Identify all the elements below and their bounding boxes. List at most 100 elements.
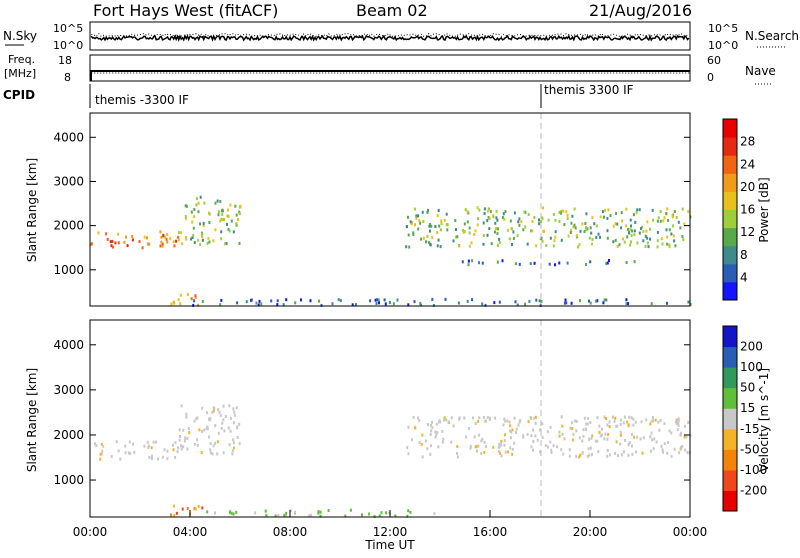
x-tick-label: 04:00 [173, 525, 208, 539]
data-cell [619, 433, 622, 437]
data-cell [587, 417, 590, 420]
data-cell [609, 214, 612, 218]
data-cell [659, 219, 662, 223]
data-cell [541, 216, 544, 220]
data-cell [658, 428, 661, 432]
data-cell [683, 435, 686, 439]
data-cell [434, 225, 437, 228]
data-cell [437, 209, 440, 212]
data-cell [526, 432, 529, 436]
noise-trace [90, 32, 690, 43]
data-cell [443, 416, 446, 420]
data-cell [502, 212, 505, 216]
data-cell [579, 299, 581, 303]
data-cell [647, 245, 650, 249]
data-cell [141, 246, 144, 250]
data-cell [601, 210, 604, 214]
data-cell [406, 446, 409, 450]
data-cell [99, 457, 102, 461]
data-cell [124, 451, 127, 455]
data-cell [441, 440, 444, 444]
data-cell [452, 424, 455, 428]
data-cell [226, 214, 229, 218]
data-cell [486, 233, 489, 237]
data-cell [496, 218, 499, 222]
data-cell [681, 445, 684, 448]
data-cell [176, 450, 179, 454]
data-cell [388, 301, 391, 304]
data-cell [581, 439, 584, 443]
data-cell [650, 431, 653, 435]
data-cell [529, 262, 532, 266]
cpid-label: CPID [3, 88, 35, 102]
data-cell [177, 235, 180, 239]
data-cell [294, 510, 296, 514]
data-cell [433, 512, 436, 516]
data-cell [627, 453, 630, 457]
data-cell [515, 431, 517, 434]
data-cell [203, 428, 206, 432]
data-cell [683, 222, 686, 226]
data-cell [224, 415, 227, 418]
x-tick-label: 08:00 [273, 525, 308, 539]
data-cell [150, 457, 153, 460]
data-cell [412, 415, 415, 419]
power-colorbar-label: Power [dB] [757, 177, 771, 242]
noise-search-line [91, 32, 690, 38]
data-cell [591, 242, 593, 246]
colorbar-tick-label: -200 [740, 483, 767, 497]
data-cell [112, 245, 114, 249]
data-cell [573, 223, 576, 227]
data-cell [129, 451, 131, 455]
data-cell [351, 303, 354, 307]
data-cell [228, 510, 231, 514]
data-cell [616, 454, 619, 457]
data-cell [656, 245, 659, 249]
data-cell [469, 444, 472, 448]
data-cell [498, 444, 501, 448]
data-cell [588, 453, 591, 457]
data-cell [599, 215, 602, 219]
data-cell [380, 511, 383, 515]
data-cell [463, 222, 466, 226]
data-cell [517, 220, 520, 224]
data-cell [629, 243, 632, 247]
data-cell [657, 230, 659, 234]
colorbar-segment [723, 245, 737, 265]
data-cell [542, 229, 545, 233]
data-cell [616, 222, 619, 226]
data-cell [494, 221, 497, 225]
data-cell [503, 443, 506, 447]
data-cell [235, 213, 238, 217]
data-cell [586, 227, 589, 231]
data-cell [511, 452, 514, 456]
data-cell [534, 415, 537, 419]
data-cell [309, 513, 312, 517]
data-cell [201, 506, 204, 510]
data-cell [651, 438, 653, 442]
data-cell [511, 428, 514, 432]
data-cell [598, 424, 601, 428]
data-cell [570, 421, 573, 425]
data-cell [444, 297, 447, 301]
data-cell [231, 449, 234, 453]
data-cell [487, 216, 490, 220]
data-cell [219, 303, 222, 307]
data-cell [427, 209, 429, 212]
colorbar-tick-label: 16 [740, 203, 755, 217]
data-cell [508, 420, 511, 424]
data-cell [494, 416, 497, 420]
data-cell [228, 229, 231, 233]
data-cell [407, 452, 410, 456]
data-cell [645, 229, 648, 233]
data-cell [117, 449, 120, 453]
data-cell [230, 416, 233, 420]
data-cell [603, 437, 606, 441]
data-cell [501, 215, 504, 219]
data-cell [214, 424, 217, 428]
data-cell [226, 222, 228, 226]
data-cell [220, 237, 223, 241]
data-cell [640, 227, 642, 231]
colorbar-tick-label: 4 [740, 270, 748, 284]
data-cell [488, 227, 491, 231]
